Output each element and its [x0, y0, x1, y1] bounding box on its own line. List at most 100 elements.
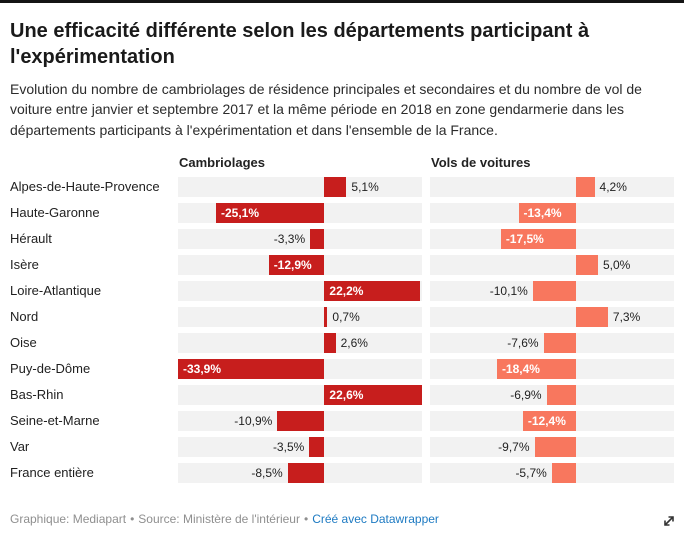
chart-row: Alpes-de-Haute-Provence 5,1% 4,2% [10, 176, 674, 197]
bar [496, 358, 577, 379]
value-label: -8,5% [251, 465, 283, 480]
bar [546, 384, 577, 405]
value-label: -18,4% [501, 361, 540, 376]
bar-track: -10,1% [430, 280, 674, 301]
value-label: -7,6% [507, 335, 539, 350]
value-label: -17,5% [505, 231, 544, 246]
chart-row: Oise 2,6% -7,6% [10, 332, 674, 353]
value-label: -3,3% [273, 231, 306, 246]
value-label: 7,3% [612, 309, 641, 324]
chart-row: Nord 0,7% 7,3% [10, 306, 674, 327]
chart-column-headers: Cambriolages Vols de voitures [10, 155, 674, 170]
source-credit: Source: Ministère de l'intérieur [138, 512, 300, 526]
footer-separator: • [130, 512, 135, 526]
datawrapper-credit-link[interactable]: Créé avec Datawrapper [312, 512, 439, 526]
value-label: 4,2% [599, 179, 627, 194]
row-label: Nord [10, 308, 39, 324]
chart-description: Evolution du nombre de cambriolages de r… [10, 81, 642, 138]
value-label: 5,1% [351, 179, 379, 194]
row-label: Bas-Rhin [10, 386, 64, 402]
bar [532, 280, 577, 301]
bar [543, 332, 577, 353]
value-label: -13,4% [523, 205, 562, 220]
bar [324, 384, 422, 405]
bar [324, 176, 347, 197]
column-header-cambriolages: Cambriolages [179, 154, 265, 170]
bar [277, 410, 325, 431]
row-label: France entière [10, 464, 94, 480]
chart-row: Loire-Atlantique 22,2% -10,1% [10, 280, 674, 301]
row-label: Oise [10, 334, 37, 350]
value-label: 0,7% [332, 309, 360, 324]
chart-row: Puy-de-Dôme -33,9% -18,4% [10, 358, 674, 379]
value-label: -5,7% [515, 465, 547, 480]
bar [310, 228, 325, 249]
bar [576, 306, 608, 327]
bar [268, 254, 325, 275]
value-label: 2,6% [340, 335, 368, 350]
chart-row: Bas-Rhin 22,6% -6,9% [10, 384, 674, 405]
value-label: -6,9% [510, 387, 542, 402]
bar-track: -8,5% [178, 462, 422, 483]
page-title: Une efficacité différente selon les dépa… [10, 20, 590, 68]
row-label: Alpes-de-Haute-Provence [10, 178, 160, 194]
bar [576, 254, 598, 275]
footer: Graphique: Mediapart • Source: Ministère d… [10, 512, 439, 526]
value-label: -9,7% [498, 439, 530, 454]
bar [324, 280, 421, 301]
bar-track: -7,6% [430, 332, 674, 353]
bar-track: 5,1% [178, 176, 422, 197]
column-header-vols-de-voitures: Vols de voitures [431, 154, 531, 170]
bar [551, 462, 577, 483]
bar-track: -3,3% [178, 228, 422, 249]
value-label: -12,9% [273, 257, 312, 272]
bar-track: -18,4% [430, 358, 674, 379]
row-label: Loire-Atlantique [10, 282, 102, 298]
graphic-credit: Graphique: Mediapart [10, 512, 127, 526]
bar [500, 228, 577, 249]
bar [309, 436, 325, 457]
bar-track: -6,9% [430, 384, 674, 405]
row-label: Var [10, 438, 30, 454]
footer-separator: • [303, 512, 309, 526]
value-label: 22,6% [329, 387, 364, 402]
bar-track: 5,0% [430, 254, 674, 275]
bar-track: -10,9% [178, 410, 422, 431]
bar-track: -33,9% [178, 358, 422, 379]
row-label: Isère [10, 256, 39, 272]
split-bar-chart: Cambriolages Vols de voitures Alpes-de-H… [10, 155, 674, 483]
row-label: Haute-Garonne [10, 204, 100, 220]
bar-track: -13,4% [430, 202, 674, 223]
bar [518, 202, 577, 223]
bar-track: 4,2% [430, 176, 674, 197]
bar-track: -12,9% [178, 254, 422, 275]
bar [287, 462, 325, 483]
value-label: 22,2% [329, 283, 364, 298]
value-label: -25,1% [221, 205, 260, 220]
chart-rows: Alpes-de-Haute-Provence 5,1% 4,2% Haute-Gar… [10, 176, 674, 483]
row-label: Seine-et-Marne [10, 412, 100, 428]
expand-arrow-icon[interactable] [661, 513, 677, 529]
chart-row: Haute-Garonne -25,1% -13,4% [10, 202, 674, 223]
chart-row: Hérault -3,3% -17,5% [10, 228, 674, 249]
bar-track: -12,4% [430, 410, 674, 431]
bar [216, 202, 325, 223]
bar-track: -25,1% [178, 202, 422, 223]
value-label: 5,0% [602, 257, 631, 272]
chart-row: Isère -12,9% 5,0% [10, 254, 674, 275]
value-label: -3,5% [272, 439, 305, 454]
row-label: Hérault [10, 230, 52, 246]
chart-row: Var -3,5% -9,7% [10, 436, 674, 457]
bar [522, 410, 577, 431]
bar-track: 22,6% [178, 384, 422, 405]
bar [576, 176, 595, 197]
value-label: -10,9% [234, 413, 273, 428]
value-label: -33,9% [183, 361, 222, 376]
bar [324, 306, 328, 327]
bar-track: 22,2% [178, 280, 422, 301]
bar [178, 358, 325, 379]
bar-track: -5,7% [430, 462, 674, 483]
row-label: Puy-de-Dôme [10, 360, 91, 376]
value-label: -10,1% [489, 283, 528, 298]
